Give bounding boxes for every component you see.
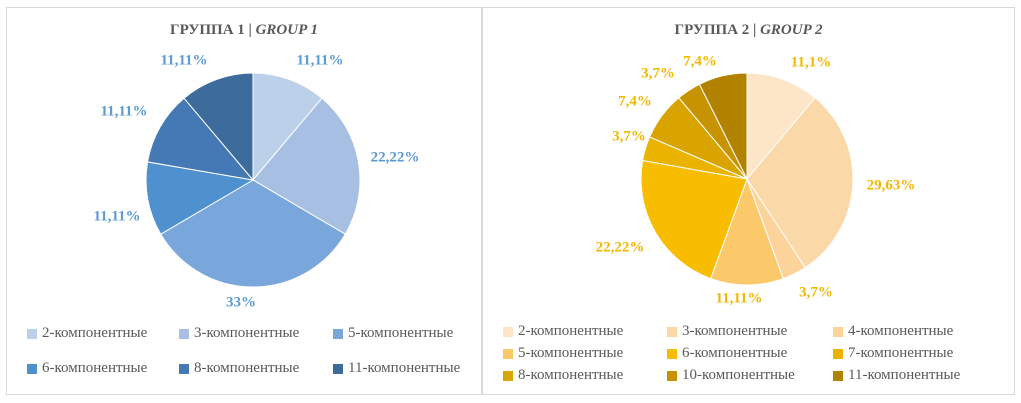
data-label-8-компонентные: 11,11% [100, 103, 147, 119]
legend-item-8-компонентные: 8-компонентные [179, 360, 299, 377]
legend-swatch [667, 370, 677, 381]
pie-slice-5-компонентные [160, 179, 346, 288]
legend-label: 2-компонентные [42, 325, 148, 341]
legend-item-11-компонентные: 11-компонентные [833, 367, 960, 384]
chart-title-group-2: ГРУППА 2 | GROUP 2 [483, 22, 1014, 39]
legend-label: 11-компонентные [348, 360, 461, 376]
legend-item-3-компонентные: 3-компонентные [179, 325, 299, 342]
legend-item-2-компонентные: 2-компонентные [503, 323, 623, 340]
data-label-5-компонентные: 11,11% [715, 290, 762, 306]
title-text: ГРУППА 2 | [674, 22, 761, 38]
title-italic: GROUP 1 [255, 22, 318, 38]
data-label-2-компонентные: 11,11% [296, 52, 343, 68]
legend-swatch [503, 370, 513, 381]
legend-swatch [667, 348, 677, 359]
legend-label: 4-компонентные [848, 323, 954, 339]
legend-label: 2-компонентные [518, 323, 624, 339]
pie-slice-6-компонентные [145, 161, 255, 235]
data-label-7-компонентные: 3,7% [612, 128, 646, 144]
title-italic: GROUP 2 [760, 22, 823, 38]
data-label-2-компонентные: 11,1% [791, 54, 831, 70]
legend-label: 8-компонентные [194, 360, 300, 376]
legend-item-6-компонентные: 6-компонентные [667, 345, 787, 362]
legend-item-10-компонентные: 10-компонентные [667, 367, 795, 384]
data-label-11-компонентные: 7,4% [683, 53, 717, 69]
legend-label: 5-компонентные [348, 325, 454, 341]
legend-swatch [833, 348, 843, 359]
pie-slice-8-компонентные [146, 97, 255, 181]
legend-label: 6-компонентные [682, 345, 788, 361]
data-label-11-компонентные: 11,11% [160, 52, 207, 68]
data-label-4-компонентные: 3,7% [799, 284, 833, 300]
legend-swatch [503, 326, 513, 337]
chart-title-group-1: ГРУППА 1 | GROUP 1 [7, 22, 481, 39]
legend-swatch [833, 370, 843, 381]
legend-swatch [27, 363, 37, 374]
pie-slice-3-компонентные [252, 97, 361, 235]
pie-chart-group-1: 11,11% 22,22% 33% 11,11% 11,11% 11,11% [93, 52, 420, 310]
chart-group-2: ГРУППА 2 | GROUP 2 11,1% 29,63% 3,7% 11,11%… [482, 7, 1015, 395]
legend-label: 10-компонентные [682, 367, 795, 383]
pie-chart-group-2: 11,1% 29,63% 3,7% 11,11% 22,22% 3,7% 7,4% 3,7% 7… [596, 53, 916, 306]
title-text: ГРУППА 1 | [170, 22, 256, 38]
data-label-5-компонентные: 33% [226, 294, 256, 310]
pie-slice-3-компонентные [746, 97, 854, 269]
pie-slice-11-компонентные [698, 72, 748, 180]
pie-slice-11-компонентные [183, 72, 254, 182]
pie-slice-2-компонентные [746, 72, 816, 181]
legend-item-6-компонентные: 6-компонентные [27, 360, 147, 377]
legend-item-11-компонентные: 11-компонентные [333, 360, 460, 377]
legend-label: 11-компонентные [848, 367, 961, 383]
legend-item-7-компонентные: 7-компонентные [833, 345, 953, 362]
data-label-6-компонентные: 11,11% [93, 208, 140, 224]
legend-swatch [179, 363, 189, 374]
pie-slice-6-компонентные [640, 159, 748, 280]
legend-swatch [179, 328, 189, 339]
legend-swatch [503, 348, 513, 359]
legend-label: 8-компонентные [518, 367, 624, 383]
data-label-8-компонентные: 7,4% [618, 93, 652, 109]
legend-item-4-компонентные: 4-компонентные [833, 323, 953, 340]
legend-item-2-компонентные: 2-компонентные [27, 325, 147, 342]
legend-label: 6-компонентные [42, 360, 148, 376]
legend-swatch [333, 363, 343, 374]
legend-item-5-компонентные: 5-компонентные [503, 345, 623, 362]
pie-slice-2-компонентные [252, 72, 323, 182]
legend-swatch [667, 326, 677, 337]
legend-item-3-компонентные: 3-компонентные [667, 323, 787, 340]
legend-label: 5-компонентные [518, 345, 624, 361]
legend-label: 3-компонентные [194, 325, 300, 341]
data-label-3-компонентные: 29,63% [867, 177, 916, 193]
legend-swatch [833, 326, 843, 337]
legend-item-5-компонентные: 5-компонентные [333, 325, 453, 342]
data-label-10-компонентные: 3,7% [641, 65, 675, 81]
legend-item-8-компонентные: 8-компонентные [503, 367, 623, 384]
data-label-6-компонентные: 22,22% [596, 239, 645, 255]
legend-label: 7-компонентные [848, 345, 954, 361]
pie-slice-5-компонентные [710, 177, 784, 286]
data-label-3-компонентные: 22,22% [371, 149, 420, 165]
chart-group-1: ГРУППА 1 | GROUP 1 11,11% 22,22% 33% 11,11%… [6, 7, 482, 395]
legend-swatch [333, 328, 343, 339]
legend-swatch [27, 328, 37, 339]
legend-label: 3-компонентные [682, 323, 788, 339]
